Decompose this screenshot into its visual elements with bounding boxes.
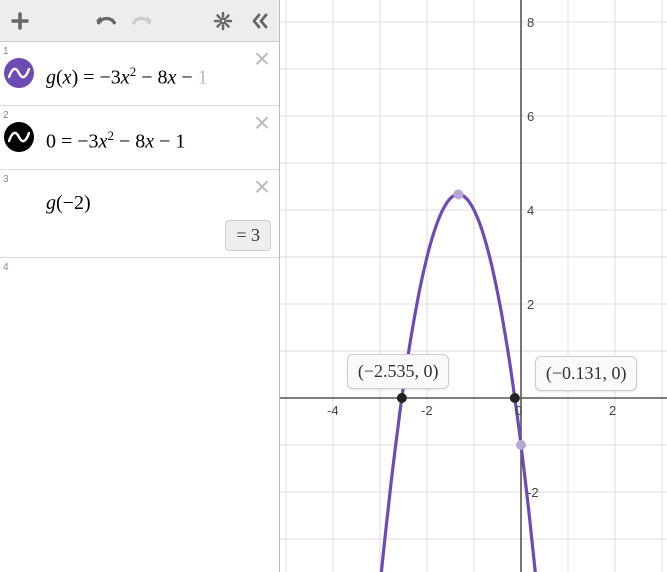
expression-number: 3 <box>3 174 9 185</box>
expression-row[interactable]: 4 <box>0 258 279 302</box>
expression-number: 2 <box>3 110 9 121</box>
point-label[interactable]: (−2.535, 0) <box>347 354 450 389</box>
add-button[interactable] <box>8 9 32 33</box>
graph-pane[interactable]: -4 -2 0 2 -2 2 4 6 8 (−2.535, 0) (−0.131, 0) <box>279 0 667 572</box>
y-axis-label: -2 <box>527 485 539 500</box>
x-axis-label: 2 <box>609 403 616 418</box>
point-label[interactable]: (−0.131, 0) <box>535 356 638 391</box>
close-icon[interactable]: × <box>251 176 273 198</box>
expression-result: = 3 <box>225 220 271 251</box>
expression-formula[interactable]: 0 = −3x2 − 8x − 1 <box>38 106 279 169</box>
toolbar <box>0 0 279 42</box>
settings-button[interactable] <box>211 9 235 33</box>
y-axis-label: 4 <box>527 203 534 218</box>
expression-formula[interactable]: g(x) = −3x2 − 8x − 1 <box>38 42 279 105</box>
y-axis-label: 2 <box>527 297 534 312</box>
y-axis-label: 6 <box>527 109 534 124</box>
expression-row[interactable]: 3g(−2)×= 3 <box>0 170 279 258</box>
redo-button[interactable] <box>130 9 154 33</box>
collapse-button[interactable] <box>247 9 271 33</box>
expression-formula[interactable] <box>38 258 279 302</box>
expression-number: 1 <box>3 46 9 57</box>
expression-number: 4 <box>3 262 9 273</box>
x-axis-label: 0 <box>515 403 522 418</box>
expression-row[interactable]: 1 g(x) = −3x2 − 8x − 1× <box>0 42 279 106</box>
x-axis-label: -2 <box>421 403 433 418</box>
close-icon[interactable]: × <box>251 48 273 70</box>
expression-row[interactable]: 2 0 = −3x2 − 8x − 1× <box>0 106 279 170</box>
y-axis-label: 8 <box>527 15 534 30</box>
graph-svg <box>280 0 667 572</box>
x-axis-label: -4 <box>327 403 339 418</box>
close-icon[interactable]: × <box>251 112 273 134</box>
expression-list: 1g(x) = −3x2 − 8x − 1×20 = −3x2 − 8x − 1… <box>0 42 279 572</box>
undo-button[interactable] <box>94 9 118 33</box>
